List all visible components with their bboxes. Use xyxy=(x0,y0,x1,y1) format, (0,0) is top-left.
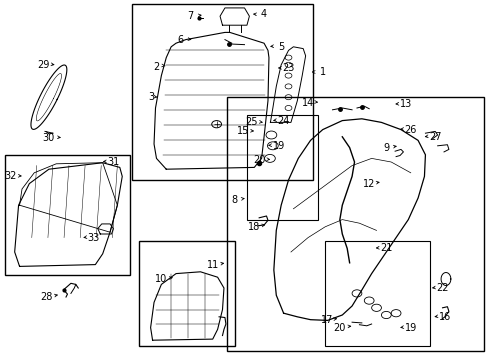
Text: 10: 10 xyxy=(155,274,167,284)
Text: 14: 14 xyxy=(301,98,314,108)
Text: 19: 19 xyxy=(404,323,416,333)
Text: 2: 2 xyxy=(153,62,159,72)
Text: 7: 7 xyxy=(187,11,193,21)
Text: 22: 22 xyxy=(435,283,448,293)
Text: 21: 21 xyxy=(379,243,392,253)
Text: 25: 25 xyxy=(245,117,258,127)
Text: 8: 8 xyxy=(231,195,237,205)
Text: 1: 1 xyxy=(319,67,325,77)
Text: 28: 28 xyxy=(40,292,53,302)
Text: 19: 19 xyxy=(272,141,285,151)
Text: 12: 12 xyxy=(362,179,375,189)
Text: 3: 3 xyxy=(148,92,154,102)
Text: 5: 5 xyxy=(278,42,284,52)
Text: 29: 29 xyxy=(37,60,49,70)
Text: 4: 4 xyxy=(261,9,266,19)
Text: 20: 20 xyxy=(333,323,346,333)
Text: 20: 20 xyxy=(252,155,265,165)
Bar xyxy=(139,241,234,346)
Text: 11: 11 xyxy=(206,260,219,270)
Text: 9: 9 xyxy=(383,143,388,153)
Text: 31: 31 xyxy=(107,157,120,167)
Text: 16: 16 xyxy=(438,312,450,322)
Text: 15: 15 xyxy=(237,126,249,136)
Text: 33: 33 xyxy=(87,233,100,243)
Text: 17: 17 xyxy=(320,315,332,325)
Bar xyxy=(227,97,483,351)
Bar xyxy=(246,115,317,220)
Text: 6: 6 xyxy=(178,35,183,45)
Bar xyxy=(325,241,429,346)
Text: 26: 26 xyxy=(404,125,416,135)
Text: 24: 24 xyxy=(277,116,289,126)
Bar xyxy=(5,155,129,275)
Text: 23: 23 xyxy=(282,63,294,73)
Bar xyxy=(132,4,312,180)
Text: 13: 13 xyxy=(399,99,411,109)
Text: 30: 30 xyxy=(42,132,55,143)
Text: 27: 27 xyxy=(428,132,441,142)
Text: 32: 32 xyxy=(4,171,17,181)
Text: 18: 18 xyxy=(247,222,260,232)
